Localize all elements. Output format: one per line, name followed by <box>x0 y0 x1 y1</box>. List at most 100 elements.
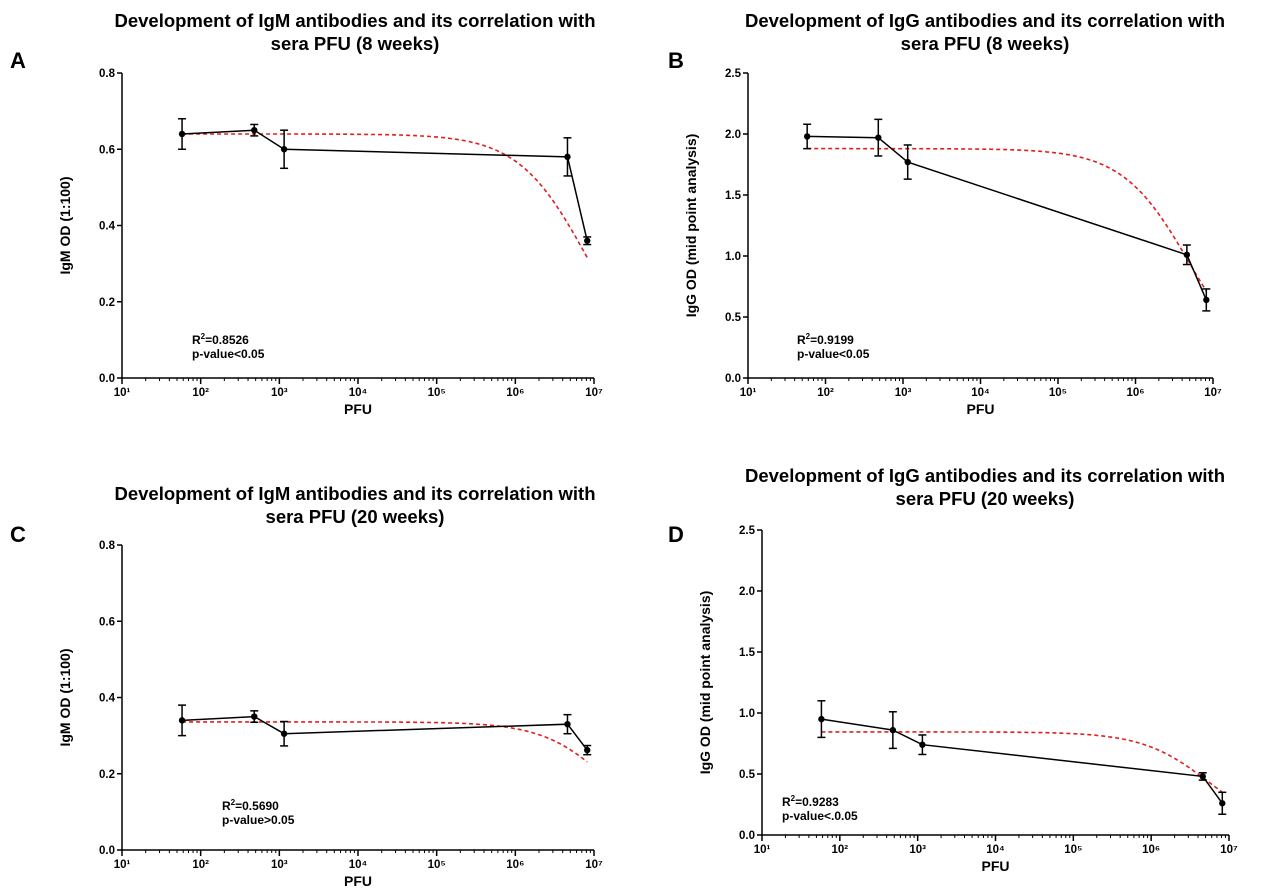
data-point <box>818 715 825 723</box>
data-point <box>280 730 288 737</box>
data-point <box>178 717 186 724</box>
p-value-label: p-value>0.05 <box>222 813 295 827</box>
chart-title-line: sera PFU (20 weeks) <box>265 506 445 527</box>
x-tick-label: 10⁶ <box>1126 387 1144 399</box>
chart-title-line: sera PFU (8 weeks) <box>270 33 440 54</box>
y-tick-label: 1.0 <box>739 708 755 720</box>
chart-title-line: Development of IgG antibodies and its co… <box>744 465 1226 486</box>
superscript-2: 2 <box>231 798 236 807</box>
data-point <box>904 158 911 166</box>
x-tick-label: 10² <box>192 859 209 871</box>
y-axis-label: IgG OD (mid point analysis) <box>683 134 699 318</box>
data-point <box>584 237 591 244</box>
y-tick-label: 0.0 <box>725 373 741 385</box>
r-symbol: R <box>797 333 806 347</box>
p-value-label: p-value<0.05 <box>797 347 870 361</box>
chart-title: Development of IgG antibodies and its co… <box>700 9 1270 55</box>
x-tick-label: 10¹ <box>754 844 771 856</box>
data-point <box>919 741 926 748</box>
data-point <box>178 130 186 138</box>
data-point <box>584 746 591 754</box>
x-tick-label: 10⁴ <box>971 387 990 399</box>
x-tick-label: 10¹ <box>114 859 131 871</box>
y-tick-label: 0.2 <box>99 297 115 309</box>
y-tick-label: 1.5 <box>739 647 756 659</box>
p-value-label: p-value<0.05 <box>192 347 265 361</box>
x-tick-label: 10³ <box>895 387 912 399</box>
y-tick-label: 0.8 <box>99 68 116 80</box>
data-point <box>251 713 258 720</box>
x-tick-label: 10⁵ <box>1064 844 1082 856</box>
x-tick-label: 10⁶ <box>506 387 524 399</box>
y-tick-label: 2.0 <box>725 129 741 141</box>
r-squared-value: =0.9283 <box>795 795 839 809</box>
chart-title-line: Development of IgM antibodies and its co… <box>114 10 596 31</box>
data-point <box>1183 251 1191 258</box>
chart-title: Development of IgM antibodies and its co… <box>70 482 640 528</box>
y-tick-label: 0.5 <box>739 769 756 781</box>
y-tick-label: 0.4 <box>99 693 116 705</box>
y-tick-label: 2.0 <box>739 586 755 598</box>
r-squared-value: =0.8526 <box>205 333 249 347</box>
y-axis-label: IgM OD (1:100) <box>57 176 73 274</box>
x-tick-label: 10⁷ <box>1204 387 1222 399</box>
x-tick-label: 10⁷ <box>585 387 603 399</box>
r-squared-label: R2=0.9283 <box>782 794 839 809</box>
x-tick-label: 10⁴ <box>349 859 368 871</box>
chart-title-line: sera PFU (20 weeks) <box>895 488 1075 509</box>
panel-letter: A <box>10 48 26 73</box>
x-tick-label: 10⁴ <box>986 844 1005 856</box>
x-tick-label: 10² <box>817 387 834 399</box>
x-tick-label: 10⁵ <box>428 387 446 399</box>
data-point <box>803 133 811 140</box>
chart-b: 0.0 0.5 1.0 1.5 2.0 2.5 10¹ 10² 10³ 10⁴ 10⁵ 10⁶ 10⁷ P… <box>683 68 1222 417</box>
x-tick-label: 10¹ <box>114 387 131 399</box>
y-tick-label: 0.4 <box>99 221 116 233</box>
y-tick-label: 2.5 <box>725 68 742 80</box>
r-squared-label: R2=0.9199 <box>797 332 854 347</box>
x-tick-label: 10³ <box>271 387 288 399</box>
y-tick-label: 0.0 <box>99 373 115 385</box>
x-axis-label: PFU <box>982 858 1010 874</box>
x-tick-label: 10⁴ <box>349 387 368 399</box>
chart-title: Development of IgG antibodies and its co… <box>700 464 1270 510</box>
chart-title-line: Development of IgG antibodies and its co… <box>744 10 1226 31</box>
data-point <box>1203 296 1210 304</box>
chart-c: 0.0 0.2 0.4 0.6 0.8 10¹ 10² 10³ 10⁴ 10⁵ 10⁶ 10⁷ PFU I… <box>57 540 603 889</box>
panel-letter: C <box>10 522 26 547</box>
y-tick-label: 0.6 <box>99 616 115 628</box>
r-symbol: R <box>192 333 201 347</box>
chart-a: 0.0 0.2 0.4 0.6 0.8 10¹ 10² 10³ 10⁴ 10⁵ 10⁶ 10⁷ PFU I… <box>57 68 603 417</box>
x-tick-label: 10⁷ <box>585 859 603 871</box>
x-tick-label: 10² <box>832 844 849 856</box>
data-point <box>889 726 897 734</box>
fit-curve <box>807 147 1207 292</box>
r-symbol: R <box>782 795 791 809</box>
r-squared-value: =0.5690 <box>235 799 279 813</box>
data-point <box>875 134 882 141</box>
x-tick-label: 10¹ <box>740 387 757 399</box>
data-point <box>1219 800 1226 807</box>
data-point <box>251 126 258 134</box>
y-tick-label: 0.2 <box>99 769 115 781</box>
y-tick-label: 1.5 <box>725 190 742 202</box>
r-squared-value: =0.9199 <box>810 333 854 347</box>
y-axis-label: IgM OD (1:100) <box>57 648 73 746</box>
fit-curve <box>182 721 588 763</box>
x-axis-label: PFU <box>344 401 372 417</box>
data-point <box>1199 773 1206 780</box>
data-series-line <box>821 718 1223 804</box>
x-tick-label: 10³ <box>909 844 926 856</box>
x-axis-label: PFU <box>344 873 372 889</box>
x-tick-label: 10⁶ <box>1142 844 1160 856</box>
x-tick-label: 10⁷ <box>1220 844 1238 856</box>
x-tick-label: 10⁵ <box>1049 387 1067 399</box>
y-tick-label: 0.5 <box>725 312 742 324</box>
y-axis-label: IgG OD (mid point analysis) <box>697 591 713 775</box>
x-tick-label: 10⁶ <box>506 859 524 871</box>
p-value-label: p-value<.0.05 <box>782 809 858 823</box>
chart-title-line: Development of IgM antibodies and its co… <box>114 483 596 504</box>
y-tick-label: 0.6 <box>99 144 115 156</box>
superscript-2: 2 <box>806 332 811 341</box>
